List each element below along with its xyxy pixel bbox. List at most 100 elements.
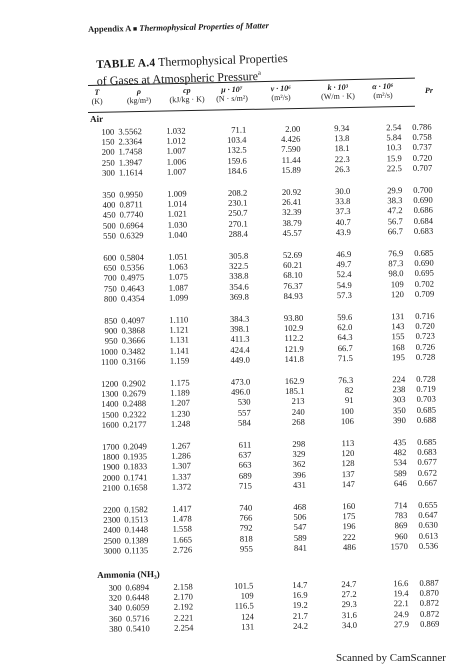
cell-cp: 1.478 (172, 513, 192, 524)
cell-mu: 689 (238, 470, 252, 481)
cell-mu: 270.1 (228, 218, 248, 229)
cell-mu: 955 (239, 543, 253, 554)
cell-mu: 557 (237, 407, 251, 418)
cell-k: 175 (342, 511, 356, 522)
cell-k: 49.7 (336, 259, 352, 270)
column-unit: (m²/s) (271, 92, 291, 103)
cell-k: 13.8 (334, 133, 350, 144)
cell-nu: 84.93 (283, 290, 303, 301)
cell-rho: 0.5804 (120, 252, 144, 263)
cell-pr: 0.686 (413, 205, 433, 216)
cell-t: 200 (101, 147, 115, 158)
cell-cp: 1.558 (172, 523, 192, 535)
cell-cp: 2.158 (173, 581, 193, 592)
column-header-mu: μ · 10⁷ (N · s/m²) (208, 85, 256, 104)
cell-mu: 159.6 (227, 155, 247, 166)
cell-alpha: 534 (393, 457, 407, 468)
cell-mu: 424.4 (230, 344, 250, 355)
cell-rho: 0.6059 (125, 602, 150, 613)
cell-pr: 0.683 (417, 446, 437, 458)
cell-alpha: 1570 (390, 540, 408, 552)
cell-rho: 0.4097 (121, 315, 145, 326)
cell-alpha: 2.54 (386, 122, 402, 133)
cell-alpha: 5.84 (386, 132, 402, 143)
cell-nu: 11.44 (281, 154, 301, 165)
section-title: Thermophysical Properties of Matter (139, 20, 270, 33)
cell-nu: 14.7 (292, 579, 308, 590)
cell-alpha: 869 (394, 520, 408, 531)
column-unit: (kg/m³) (126, 95, 152, 106)
cell-alpha: 56.7 (387, 215, 403, 226)
cell-k: 113 (341, 437, 355, 449)
cell-nu: 547 (293, 522, 307, 533)
cell-pr: 0.536 (418, 540, 439, 551)
cell-k: 33.8 (335, 196, 351, 207)
cell-nu: 7.590 (281, 144, 301, 155)
cell-nu: 45.57 (282, 227, 302, 238)
page-header: Appendix A ■ Thermophysical Properties o… (88, 20, 269, 34)
cell-rho: 0.3166 (121, 355, 146, 367)
cell-pr: 0.723 (415, 331, 435, 342)
cell-nu: 15.89 (281, 164, 301, 175)
cell-pr: 0.613 (418, 530, 439, 541)
cell-pr: 0.683 (413, 225, 434, 236)
cell-cp: 2.192 (173, 601, 194, 613)
cell-pr: 0.707 (412, 162, 433, 173)
cell-mu: 818 (239, 533, 253, 544)
cell-pr: 0.702 (414, 278, 435, 289)
cell-cp: 1.372 (171, 481, 192, 492)
cell-t: 300 (108, 582, 122, 593)
cell-nu: 2.00 (285, 123, 301, 134)
cell-cp: 2.221 (173, 612, 194, 623)
cell-rho: 0.3482 (121, 345, 146, 357)
cell-alpha: 390 (392, 414, 406, 426)
group-label: Ammonia (NH₃) (97, 568, 160, 580)
cell-t: 250 (101, 157, 115, 168)
cell-rho: 0.2902 (122, 378, 146, 389)
cell-nu: 121.9 (284, 343, 304, 354)
cell-pr: 0.690 (413, 194, 433, 206)
cell-alpha: 120 (390, 288, 404, 300)
cell-t: 600 (103, 252, 117, 263)
column-headers: T (K) ρ (kg/m³) cp (kJ/kg · K) μ · 10⁷ (N · s/m… (0, 80, 474, 112)
cell-t: 2500 (103, 535, 121, 546)
cell-mu: 132.5 (227, 144, 247, 156)
cell-t: 650 (103, 262, 117, 273)
cell-cp: 1.014 (167, 198, 187, 209)
cell-mu: 637 (238, 449, 252, 460)
cell-cp: 1.006 (166, 156, 187, 167)
column-symbol: Pr (424, 85, 434, 95)
cell-alpha: 87.3 (388, 258, 404, 269)
cell-nu: 162.9 (284, 375, 305, 386)
cell-k: 64.3 (337, 332, 353, 343)
cell-cp: 1.075 (168, 271, 188, 283)
cell-t: 380 (109, 623, 123, 634)
cell-t: 1600 (101, 419, 119, 430)
cell-t: 400 (102, 199, 116, 211)
cell-cp: 1.007 (166, 145, 187, 157)
scanner-watermark: Scanned by CamScanner (336, 652, 446, 664)
cell-cp: 2.254 (173, 622, 194, 633)
cell-nu: 141.8 (284, 353, 304, 364)
cell-k: 100 (340, 405, 354, 416)
cell-t: 1100 (100, 356, 118, 367)
cell-alpha: 783 (394, 510, 408, 521)
cell-nu: 32.39 (282, 207, 302, 218)
cell-alpha: 168 (391, 341, 405, 352)
table-title-line1: Thermophysical Properties (157, 50, 288, 70)
cell-mu: 109 (240, 590, 254, 601)
cell-t: 350 (102, 189, 116, 200)
cell-k: 120 (341, 448, 355, 459)
cell-pr: 0.690 (414, 257, 434, 269)
cell-cp: 1.121 (169, 324, 189, 335)
cell-alpha: 143 (391, 321, 405, 332)
cell-k: 147 (341, 478, 355, 489)
cell-pr: 0.667 (417, 477, 438, 488)
cell-rho: 0.7740 (119, 209, 144, 220)
cell-nu: 60.21 (282, 259, 303, 271)
cell-mu: 338.8 (229, 270, 249, 282)
cell-t: 850 (104, 315, 118, 326)
cell-mu: 530 (237, 396, 251, 408)
cell-rho: 0.2049 (123, 441, 147, 452)
cell-t: 1300 (101, 388, 119, 400)
